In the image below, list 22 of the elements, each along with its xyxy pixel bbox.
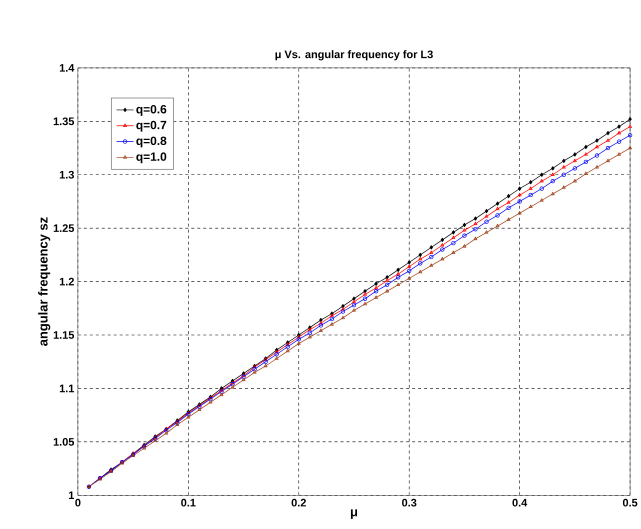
chart-title: μ Vs. angular frequency for L3 [275, 50, 433, 60]
x-tick-label: 0.5 [622, 498, 638, 506]
x-tick-label: 0.4 [512, 498, 528, 506]
x-axis-title: μ [350, 509, 358, 519]
y-axis-title: angular frequency sz [38, 217, 50, 346]
y-tick-label: 1.25 [54, 224, 74, 232]
y-tick-label: 1.05 [54, 438, 74, 446]
x-tick-label: 0 [75, 498, 80, 506]
legend-label: q=1.0 [136, 152, 166, 164]
y-tick-label: 1 [68, 491, 74, 499]
y-tick-label: 1.35 [54, 117, 74, 126]
y-tick-label: 1.15 [54, 331, 74, 339]
legend-label: q=0.7 [136, 120, 166, 132]
y-tick-label: 1.3 [60, 170, 74, 179]
y-tick-label: 1.1 [60, 384, 74, 392]
legend-label: q=0.6 [136, 104, 166, 116]
x-tick-label: 0.2 [292, 498, 306, 506]
y-tick-label: 1.2 [60, 278, 74, 286]
y-tick-label: 1.4 [60, 64, 74, 72]
x-tick-label: 0.3 [402, 498, 416, 506]
x-tick-label: 0.1 [181, 498, 196, 506]
legend-label: q=0.8 [136, 136, 166, 148]
